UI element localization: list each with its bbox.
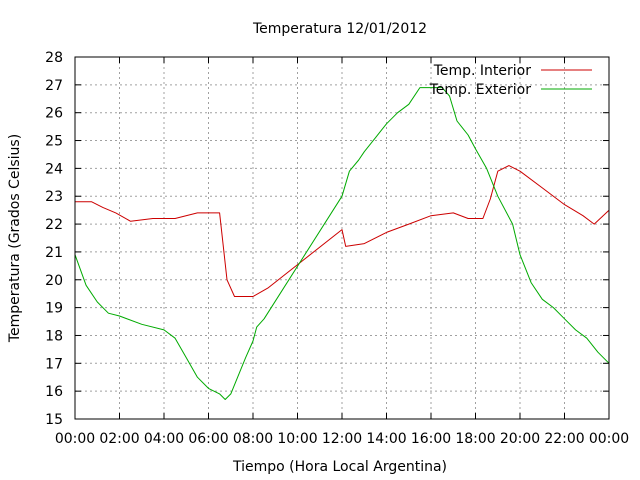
legend-label-exterior: Temp. Exterior	[429, 82, 532, 98]
y-tick-label: 15	[45, 412, 63, 428]
x-tick-label: 04:00	[144, 431, 184, 447]
x-tick-label: 14:00	[366, 431, 406, 447]
y-tick-label: 21	[45, 245, 63, 261]
y-tick-label: 23	[45, 189, 63, 205]
series-line-interior	[75, 165, 610, 297]
y-tick-label: 17	[45, 356, 63, 372]
x-tick-label: 08:00	[233, 431, 273, 447]
x-tick-label: 10:00	[277, 431, 317, 447]
x-tick-label: 00:00	[589, 431, 629, 447]
x-tick-label: 12:00	[322, 431, 362, 447]
y-tick-label: 25	[45, 134, 63, 150]
x-tick-label: 20:00	[500, 431, 540, 447]
x-tick-label: 06:00	[188, 431, 228, 447]
chart-title: Temperatura 12/01/2012	[252, 21, 427, 37]
x-tick-label: 00:00	[55, 431, 95, 447]
tick-marks	[74, 56, 610, 420]
x-tick-labels: 00:00 02:00 04:00 06:00 08:00 10:00 12:00 14:00…	[55, 431, 629, 447]
y-axis-label: Temperatura (Grados Celsius)	[7, 134, 23, 343]
y-tick-label: 19	[45, 301, 63, 317]
y-tick-label: 24	[45, 161, 63, 177]
series-line-exterior	[74, 87, 610, 400]
y-tick-labels: 15 16 17 18 19 20 21 22 23 24 25 26 27 28	[45, 50, 63, 428]
x-tick-label: 16:00	[411, 431, 451, 447]
y-tick-label: 18	[45, 328, 63, 344]
y-tick-label: 22	[45, 217, 63, 233]
grid	[75, 57, 609, 419]
x-tick-label: 22:00	[544, 431, 584, 447]
legend-label-interior: Temp. Interior	[433, 63, 532, 79]
y-tick-label: 16	[45, 384, 63, 400]
y-tick-label: 26	[45, 106, 63, 122]
x-axis-label: Tiempo (Hora Local Argentina)	[232, 459, 447, 475]
y-tick-label: 20	[45, 273, 63, 289]
legend: Temp. Interior Temp. Exterior	[429, 63, 592, 98]
x-tick-label: 18:00	[455, 431, 495, 447]
y-tick-label: 28	[45, 50, 63, 66]
y-tick-label: 27	[45, 78, 63, 94]
x-tick-label: 02:00	[99, 431, 139, 447]
series-lines	[74, 87, 610, 400]
